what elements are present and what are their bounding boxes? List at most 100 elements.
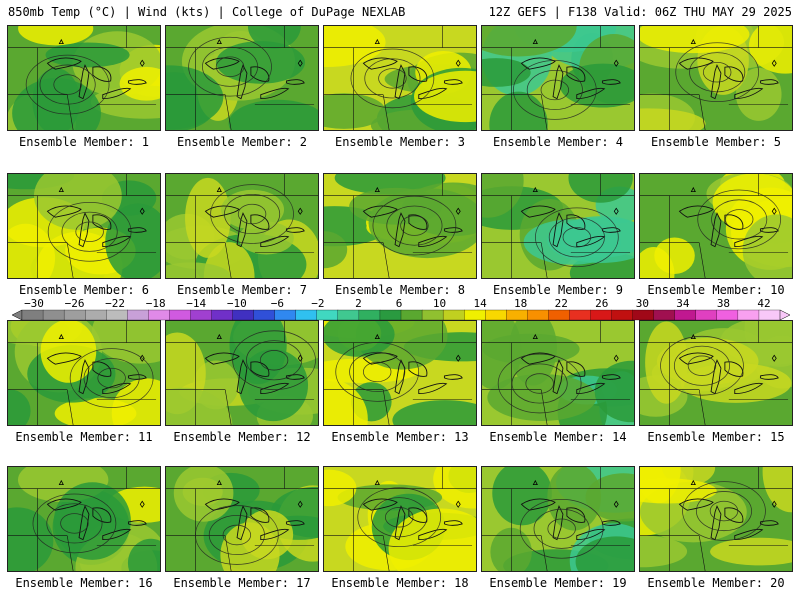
- colorbar-swatch: [400, 309, 423, 321]
- ensemble-map-panel: [481, 466, 635, 572]
- colorbar-swatch: [106, 309, 128, 321]
- colorbar-swatch: [548, 309, 570, 321]
- colorbar-swatch: [464, 309, 486, 321]
- ensemble-member-label: Ensemble Member: 2: [176, 135, 308, 149]
- colorbar-swatch: [442, 309, 465, 321]
- ensemble-member-label: Ensemble Member: 4: [492, 135, 624, 149]
- colorbar-tick-label: 10: [432, 297, 447, 310]
- colorbar-tick-label: −6: [270, 297, 284, 310]
- ensemble-member-label: Ensemble Member: 17: [173, 576, 311, 590]
- ensemble-map: [324, 26, 476, 130]
- ensemble-map-panel: [323, 466, 477, 572]
- colorbar-scale: [11, 309, 791, 321]
- ensemble-map: [324, 174, 476, 278]
- ensemble-map: [482, 321, 634, 425]
- colorbar-swatch: [42, 309, 65, 321]
- ensemble-map-panel: [7, 320, 161, 426]
- ensemble-member-label: Ensemble Member: 18: [331, 576, 469, 590]
- colorbar-tick-label: 34: [676, 297, 690, 310]
- ensemble-map: [8, 26, 160, 130]
- ensemble-map: [482, 26, 634, 130]
- ensemble-map-panel: [639, 320, 793, 426]
- colorbar-swatch: [63, 309, 86, 321]
- colorbar-swatch: [506, 309, 528, 321]
- ensemble-map: [640, 26, 792, 130]
- colorbar-swatch: [653, 309, 676, 321]
- ensemble-map: [482, 467, 634, 571]
- ensemble-map-panel: [323, 320, 477, 426]
- colorbar-swatch: [379, 309, 402, 321]
- colorbar-swatch: [569, 309, 591, 321]
- ensemble-map-panel: [165, 173, 319, 279]
- colorbar-tick-label: −26: [64, 297, 85, 310]
- ensemble-member-label: Ensemble Member: 5: [650, 135, 782, 149]
- colorbar-swatch: [169, 309, 191, 321]
- colorbar-swatch: [232, 309, 255, 321]
- ensemble-map-panel: [165, 25, 319, 131]
- ensemble-map: [640, 321, 792, 425]
- ensemble-map-panel: [165, 320, 319, 426]
- colorbar-swatch: [295, 309, 318, 321]
- ensemble-map-panel: [639, 466, 793, 572]
- colorbar-swatch: [358, 309, 381, 321]
- page-title: 850mb Temp (°C) | Wind (kts) | College o…: [8, 5, 406, 19]
- colorbar-swatch: [737, 309, 760, 321]
- ensemble-map: [324, 467, 476, 571]
- colorbar-tick-label: 30: [635, 297, 649, 310]
- colorbar-tick-label: 14: [473, 297, 487, 310]
- ensemble-member-label: Ensemble Member: 9: [492, 283, 624, 297]
- ensemble-member-label: Ensemble Member: 11: [15, 430, 153, 444]
- ensemble-map-panel: [481, 320, 635, 426]
- ensemble-member-label: Ensemble Member: 15: [647, 430, 785, 444]
- colorbar-swatch: [190, 309, 212, 321]
- ensemble-map-panel: [7, 25, 161, 131]
- ensemble-member-label: Ensemble Member: 14: [489, 430, 627, 444]
- ensemble-map: [166, 26, 318, 130]
- ensemble-map: [166, 321, 318, 425]
- colorbar-tick-label: 38: [716, 297, 731, 310]
- ensemble-map: [640, 174, 792, 278]
- colorbar-tick-label: 42: [757, 297, 771, 310]
- colorbar-swatch: [716, 309, 739, 321]
- ensemble-member-label: Ensemble Member: 8: [334, 283, 466, 297]
- ensemble-member-label: Ensemble Member: 6: [18, 283, 150, 297]
- colorbar-tick-label: −2: [311, 297, 325, 310]
- colorbar-tick-label: −18: [145, 297, 166, 310]
- temperature-colorbar: −30 −26 −22 −18 −14 −10 −6 −2 2 6 10 14 18 22 26 30 34 38…: [0, 297, 800, 321]
- colorbar-swatch: [632, 309, 655, 321]
- ensemble-map: [482, 174, 634, 278]
- colorbar-swatch: [695, 309, 718, 321]
- colorbar-tick-label: 26: [595, 297, 609, 310]
- ensemble-map-panel: [7, 173, 161, 279]
- ensemble-map-panel: [481, 25, 635, 131]
- ensemble-map-panel: [323, 173, 477, 279]
- colorbar-swatch: [421, 309, 444, 321]
- ensemble-map: [166, 467, 318, 571]
- colorbar-swatch: [21, 309, 44, 321]
- colorbar-swatch: [85, 309, 107, 321]
- ensemble-map-panel: [481, 173, 635, 279]
- colorbar-swatch: [485, 309, 507, 321]
- ensemble-map-panel: [639, 25, 793, 131]
- ensemble-member-label: Ensemble Member: 19: [489, 576, 627, 590]
- colorbar-swatch: [211, 309, 234, 321]
- ensemble-map: [8, 174, 160, 278]
- ensemble-map-panel: [323, 25, 477, 131]
- ensemble-map: [8, 321, 160, 425]
- ensemble-map: [640, 467, 792, 571]
- colorbar-tick-label: 6: [395, 297, 403, 310]
- colorbar-left-arrow: [11, 309, 23, 321]
- ensemble-member-label: Ensemble Member: 1: [18, 135, 150, 149]
- model-run-info: 12Z GEFS | F138 Valid: 06Z THU MAY 29 20…: [488, 5, 792, 19]
- ensemble-map: [8, 467, 160, 571]
- colorbar-tick-label: 22: [554, 297, 568, 310]
- colorbar-swatch: [674, 309, 697, 321]
- colorbar-tick-label: −10: [226, 297, 247, 310]
- colorbar-tick-label: −30: [24, 297, 44, 310]
- colorbar-swatch: [527, 309, 549, 321]
- ensemble-member-label: Ensemble Member: 20: [647, 576, 785, 590]
- colorbar-tick-label: 2: [355, 297, 362, 310]
- ensemble-map-panel: [165, 466, 319, 572]
- colorbar-tick-label: 18: [514, 297, 528, 310]
- ensemble-member-label: Ensemble Member: 7: [176, 283, 308, 297]
